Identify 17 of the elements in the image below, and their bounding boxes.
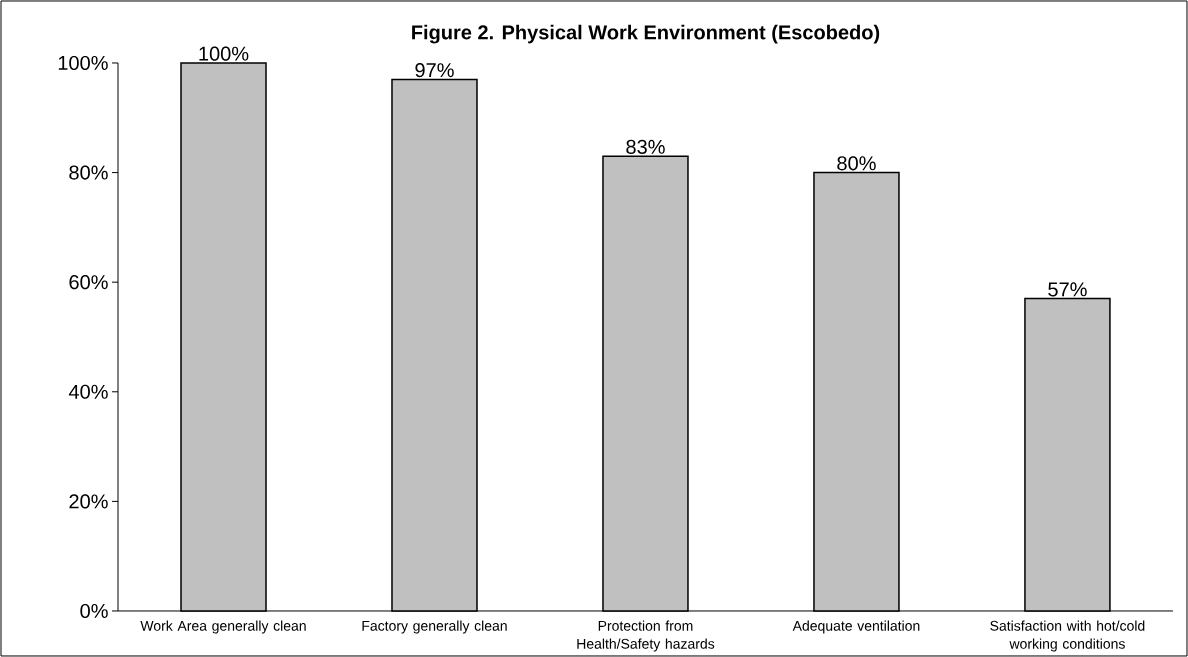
x-tick-label: Satisfaction with hot/cold working conditions xyxy=(990,620,1145,652)
x-tick-label: Protection from Health/Safety hazards xyxy=(577,620,715,652)
x-tick-label: Factory generally clean xyxy=(362,620,507,634)
x-tick-label: Adequate ventilation xyxy=(792,620,920,634)
y-tick-label: 20% xyxy=(69,494,108,509)
data-label: 80% xyxy=(837,156,876,171)
data-label: 57% xyxy=(1048,282,1087,297)
y-tick-label: 80% xyxy=(69,165,108,180)
x-tick-label: Work Area generally clean xyxy=(140,620,306,634)
chart-title: Figure 2. Physical Work Environment (Escobedo) xyxy=(412,24,880,44)
y-tick-label: 40% xyxy=(68,384,108,399)
y-tick-label: 60% xyxy=(69,275,108,290)
data-label: 83% xyxy=(626,139,665,154)
data-label: 97% xyxy=(415,63,454,78)
y-tick-label: 100% xyxy=(58,55,108,71)
y-tick-label: 0% xyxy=(80,603,108,619)
data-label: 100% xyxy=(199,46,249,61)
